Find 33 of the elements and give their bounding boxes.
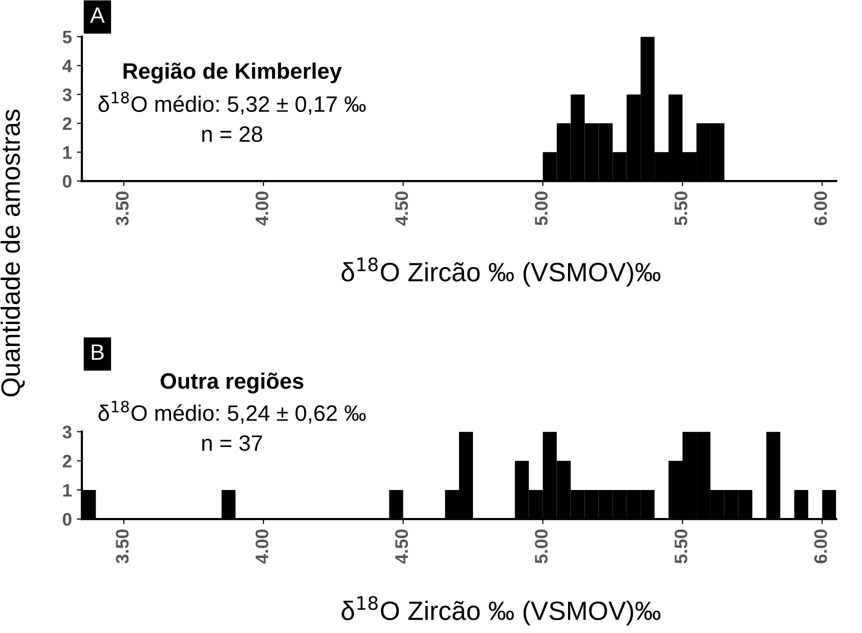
x-tick-label: 6.00 (814, 530, 828, 564)
y-tick-label: 2 (62, 454, 72, 468)
y-tick-label: 1 (63, 146, 72, 159)
y-tick-label: 5 (62, 30, 72, 44)
annotation: n = 37 (202, 435, 262, 451)
y-tick-label: 1 (63, 484, 72, 496)
y-tick-label: 0 (62, 512, 72, 526)
y-tick-label: 4 (62, 60, 72, 72)
chart-title: Outra regiões (160, 372, 304, 394)
x-tick-label: 6.00 (814, 191, 828, 226)
x-tick-label: 5.00 (534, 530, 548, 564)
x-tick-label: 4.50 (395, 191, 408, 226)
annotation: n = 28 (202, 126, 262, 142)
x-tick-label: 3.50 (116, 191, 129, 226)
y-tick-label: 2 (62, 117, 72, 130)
x-tick-label: 4.00 (256, 191, 268, 226)
x-tick-label: 5.00 (534, 191, 548, 226)
x-axis-title: δ$^{18}$O Zircão ‰ (VSMOV)‰ (342, 596, 660, 626)
text: B (92, 344, 104, 360)
x-tick-label: 4.50 (395, 530, 408, 564)
y-axis-title: Quantidade de amostras (0, 110, 25, 396)
text: A (90, 7, 105, 23)
annotation: δ$^{18}$O médio: 5,32 ± 0,17 ‰ (98, 92, 366, 115)
y-tick-label: 0 (62, 174, 72, 188)
x-tick-label: 5.50 (674, 530, 688, 564)
x-tick-label: 3.50 (116, 530, 129, 564)
x-tick-label: 4.00 (256, 530, 268, 564)
y-tick-label: 3 (62, 88, 72, 102)
text: δ$^{18}$O médio: 5,24 ± 0,62 ‰ (98, 400, 366, 424)
y-tick-label: 3 (62, 426, 72, 438)
x-tick-label: 5.50 (674, 191, 688, 226)
text: Região de Kimberley (124, 62, 342, 84)
x-axis-title: δ$^{18}$O Zircão ‰ (VSMOV)‰ (342, 257, 660, 287)
